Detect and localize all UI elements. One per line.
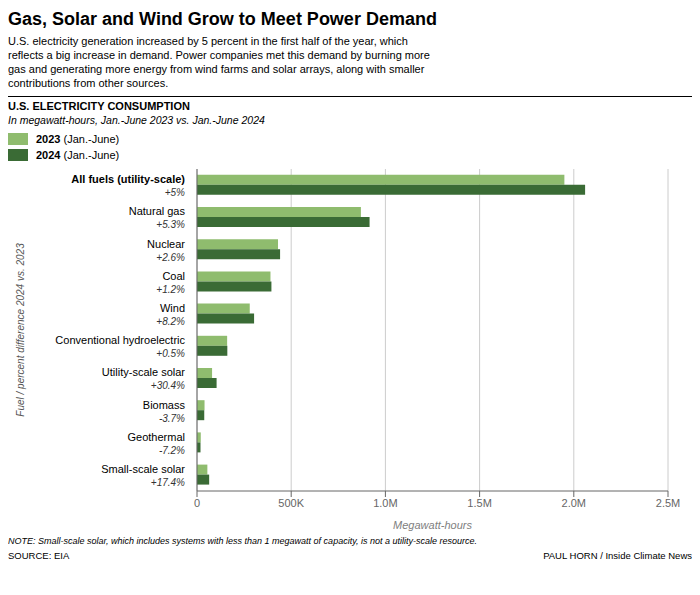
- svg-text:+8.2%: +8.2%: [156, 316, 185, 327]
- svg-text:Utility-scale solar: Utility-scale solar: [102, 366, 185, 378]
- svg-text:2.5M: 2.5M: [656, 497, 680, 509]
- html-text:In megawatt-hours, Jan.-June 2: In megawatt-hours, Jan.-June 2023 vs. Ja…: [8, 114, 265, 126]
- svg-text:-3.7%: -3.7%: [159, 413, 185, 424]
- html-text:U.S. electricity generation in: U.S. electricity generation increased by…: [8, 35, 408, 47]
- svg-text:All fuels (utility-scale): All fuels (utility-scale): [71, 173, 185, 185]
- svg-text:Wind: Wind: [160, 302, 185, 314]
- svg-text:+5%: +5%: [165, 187, 185, 198]
- html-text:Gas, Solar and Wind Grow to Me: Gas, Solar and Wind Grow to Meet Power D…: [8, 9, 437, 29]
- svg-text:+17.4%: +17.4%: [151, 477, 185, 488]
- html-text:NOTE: Small-scale solar, which: NOTE: Small-scale solar, which includes …: [8, 536, 477, 546]
- svg-text:1.0M: 1.0M: [373, 497, 397, 509]
- svg-text:Biomass: Biomass: [143, 399, 186, 411]
- svg-text:+1.2%: +1.2%: [156, 284, 185, 295]
- svg-text:1.5M: 1.5M: [467, 497, 491, 509]
- svg-text:Small-scale solar: Small-scale solar: [101, 463, 185, 475]
- html-text:PAUL HORN / Inside Climate New: PAUL HORN / Inside Climate News: [543, 550, 692, 561]
- svg-text:Nuclear: Nuclear: [147, 238, 185, 250]
- svg-text:+30.4%: +30.4%: [151, 380, 185, 391]
- svg-text:Natural gas: Natural gas: [129, 205, 186, 217]
- html-text:SOURCE: EIA: SOURCE: EIA: [8, 550, 70, 561]
- svg-text:Coal: Coal: [162, 270, 185, 282]
- html-text:contributions from other sourc: contributions from other sources.: [8, 77, 169, 89]
- svg-text:Megawatt-hours: Megawatt-hours: [393, 519, 472, 531]
- svg-text:-7.2%: -7.2%: [159, 445, 185, 456]
- svg-text:Geothermal: Geothermal: [128, 431, 185, 443]
- svg-text:2.0M: 2.0M: [562, 497, 586, 509]
- svg-text:Conventional hydroelectric: Conventional hydroelectric: [55, 334, 185, 346]
- svg-text:+2.6%: +2.6%: [156, 252, 185, 263]
- html-text:gas and generating more energy: gas and generating more energy from wind…: [8, 63, 425, 75]
- svg-text:500K: 500K: [278, 497, 304, 509]
- svg-text:Fuel / percent difference 2024: Fuel / percent difference 2024 vs. 2023: [15, 243, 26, 417]
- svg-text:+0.5%: +0.5%: [156, 348, 185, 359]
- html-text:reflects a big increase in dem: reflects a big increase in demand. Power…: [8, 49, 430, 61]
- html-text:2024 (Jan.-June): 2024 (Jan.-June): [36, 149, 120, 161]
- svg-text:+5.3%: +5.3%: [156, 219, 185, 230]
- html-text:2023 (Jan.-June): 2023 (Jan.-June): [36, 133, 120, 145]
- html-text:U.S. ELECTRICITY CONSUMPTION: U.S. ELECTRICITY CONSUMPTION: [8, 100, 190, 112]
- svg-text:0: 0: [194, 497, 200, 509]
